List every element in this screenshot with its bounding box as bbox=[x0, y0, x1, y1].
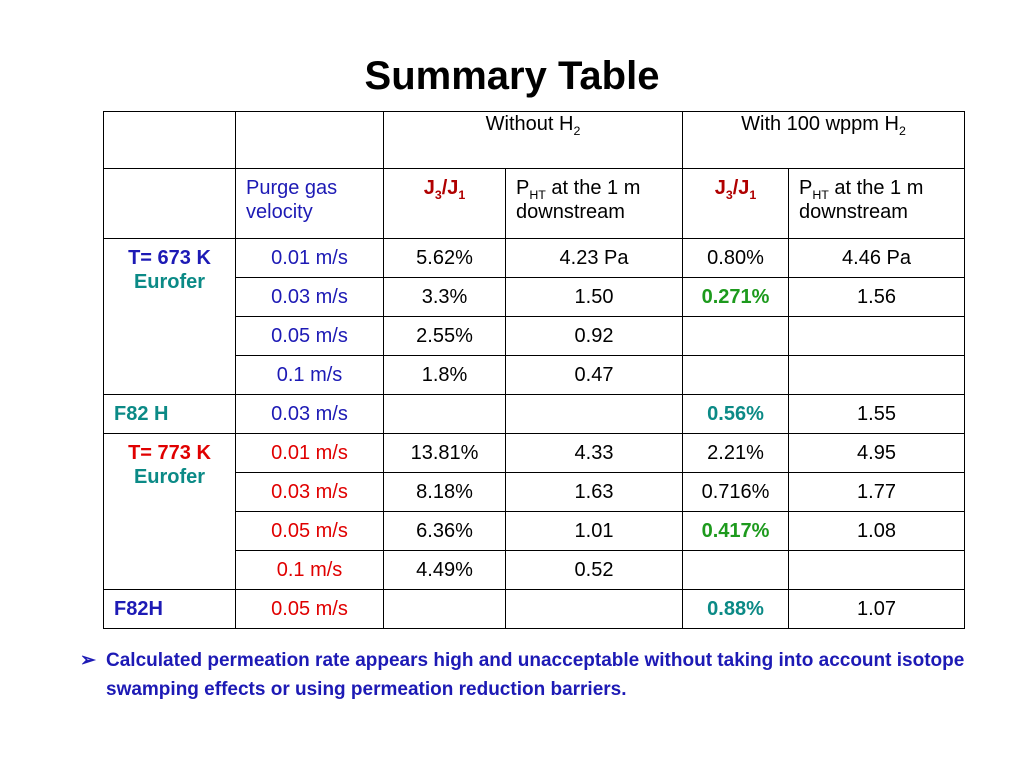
j-with-cell: 0.56% bbox=[682, 394, 789, 434]
p-without-cell: 0.92 bbox=[505, 316, 683, 356]
arrow-bullet-icon: ➢ bbox=[80, 650, 96, 671]
velocity-cell: 0.03 m/s bbox=[235, 472, 384, 512]
p-without-cell: 0.47 bbox=[505, 355, 683, 395]
velocity-cell: 0.03 m/s bbox=[235, 277, 384, 317]
group-673k-eurofer: T= 673 K Eurofer bbox=[103, 238, 236, 395]
table-row: F82 H 0.03 m/s 0.56% 1.55 bbox=[103, 394, 965, 434]
p-with-cell: 4.95 bbox=[788, 433, 965, 473]
with-h2-header: With 100 wppm H2 bbox=[682, 111, 965, 169]
p-with-cell: 1.77 bbox=[788, 472, 965, 512]
purge-gas-velocity-header: Purge gas velocity bbox=[235, 168, 384, 239]
table-row: 0.05 m/s 2.55% 0.92 bbox=[104, 316, 965, 356]
group-f82h: F82 H bbox=[103, 394, 236, 434]
p-with-cell bbox=[788, 355, 965, 395]
empty-subheader-cell bbox=[103, 168, 236, 239]
table-subheader-row: Purge gas velocity J3/J1 PHT at the 1 m … bbox=[103, 168, 965, 239]
group-material: Eurofer bbox=[133, 271, 206, 293]
j-with-cell: 0.88% bbox=[682, 589, 789, 629]
velocity-cell: 0.01 m/s bbox=[235, 238, 384, 278]
j-without-cell bbox=[383, 394, 506, 434]
slide-title: Summary Table bbox=[364, 54, 660, 98]
table-row: F82H 0.05 m/s 0.88% 1.07 bbox=[103, 589, 965, 629]
table-row: 0.1 m/s 4.49% 0.52 bbox=[104, 550, 965, 590]
p-with-cell bbox=[788, 550, 965, 590]
p-without-cell: 1.01 bbox=[505, 511, 683, 551]
empty-header-cell bbox=[103, 111, 236, 169]
p-with-cell: 1.08 bbox=[788, 511, 965, 551]
p-with-cell: 1.56 bbox=[788, 277, 965, 317]
p-with-cell: 1.55 bbox=[788, 394, 965, 434]
group-temperature: T= 773 K bbox=[128, 442, 211, 464]
velocity-cell: 0.05 m/s bbox=[235, 589, 384, 629]
p-without-cell: 1.63 bbox=[505, 472, 683, 512]
p-with-cell: 1.07 bbox=[788, 589, 965, 629]
summary-table: Without H2 With 100 wppm H2 Purge gas ve… bbox=[103, 111, 965, 629]
j-with-cell: 0.271% bbox=[682, 277, 789, 317]
p-without-cell: 4.23 Pa bbox=[505, 238, 683, 278]
velocity-cell: 0.05 m/s bbox=[235, 511, 384, 551]
j-without-cell: 1.8% bbox=[383, 355, 506, 395]
velocity-cell: 0.03 m/s bbox=[235, 394, 384, 434]
j-with-cell: 0.417% bbox=[682, 511, 789, 551]
table-row: T= 773 K Eurofer 0.01 m/s 13.81% 4.33 2.2… bbox=[103, 433, 965, 590]
j3-j1-header-with: J3/J1 bbox=[682, 168, 789, 239]
velocity-cell: 0.05 m/s bbox=[235, 316, 384, 356]
velocity-cell: 0.01 m/s bbox=[235, 433, 384, 473]
p-without-cell: 4.33 bbox=[505, 433, 683, 473]
pht-header-with: PHT at the 1 m downstream bbox=[788, 168, 965, 239]
velocity-cell: 0.1 m/s bbox=[235, 550, 384, 590]
j3-j1-header-without: J3/J1 bbox=[383, 168, 506, 239]
j-without-cell: 5.62% bbox=[383, 238, 506, 278]
group-material: Eurofer bbox=[133, 466, 206, 488]
p-without-cell bbox=[505, 394, 683, 434]
p-with-cell: 4.46 Pa bbox=[788, 238, 965, 278]
table-row: 0.1 m/s 1.8% 0.47 bbox=[104, 355, 965, 395]
j-without-cell: 8.18% bbox=[383, 472, 506, 512]
table-row: 0.03 m/s 3.3% 1.50 0.271% 1.56 bbox=[104, 277, 965, 317]
j-with-cell: 0.716% bbox=[682, 472, 789, 512]
p-without-cell bbox=[505, 589, 683, 629]
without-h2-header: Without H2 bbox=[383, 111, 683, 169]
empty-header-cell bbox=[235, 111, 384, 169]
j-with-cell bbox=[682, 550, 789, 590]
j-with-cell: 0.80% bbox=[682, 238, 789, 278]
summary-note: ➢ Calculated permeation rate appears hig… bbox=[80, 646, 980, 704]
velocity-cell: 0.1 m/s bbox=[235, 355, 384, 395]
j-without-cell: 3.3% bbox=[383, 277, 506, 317]
group-temperature: T= 673 K bbox=[128, 247, 211, 269]
p-with-cell bbox=[788, 316, 965, 356]
p-without-cell: 0.52 bbox=[505, 550, 683, 590]
pht-header-without: PHT at the 1 m downstream bbox=[505, 168, 683, 239]
table-row: 0.05 m/s 6.36% 1.01 0.417% 1.08 bbox=[104, 511, 965, 551]
j-without-cell bbox=[383, 589, 506, 629]
j-with-cell bbox=[682, 355, 789, 395]
table-row: T= 673 K Eurofer 0.01 m/s 5.62% 4.23 Pa 0… bbox=[103, 238, 965, 395]
table-row: 0.03 m/s 8.18% 1.63 0.716% 1.77 bbox=[104, 472, 965, 512]
j-without-cell: 2.55% bbox=[383, 316, 506, 356]
summary-note-text: Calculated permeation rate appears high … bbox=[106, 650, 965, 700]
j-with-cell: 2.21% bbox=[682, 433, 789, 473]
j-without-cell: 4.49% bbox=[383, 550, 506, 590]
j-with-cell bbox=[682, 316, 789, 356]
group-773k-eurofer: T= 773 K Eurofer bbox=[103, 433, 236, 590]
table-header-row: Without H2 With 100 wppm H2 bbox=[103, 111, 965, 169]
group-f82h: F82H bbox=[103, 589, 236, 629]
j-without-cell: 6.36% bbox=[383, 511, 506, 551]
p-without-cell: 1.50 bbox=[505, 277, 683, 317]
j-without-cell: 13.81% bbox=[383, 433, 506, 473]
